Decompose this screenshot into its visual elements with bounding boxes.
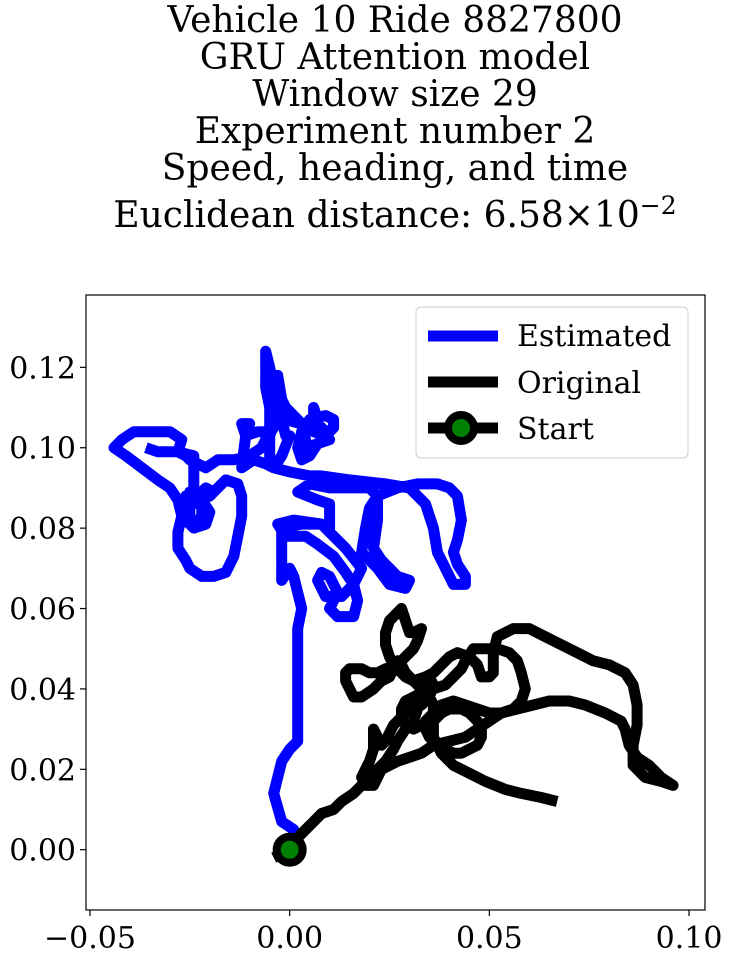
y-tick-label: 0.02	[9, 753, 76, 788]
title-line: GRU Attention model	[199, 37, 591, 78]
y-tick-label: 0.06	[9, 593, 76, 628]
x-tick-label: −0.05	[44, 921, 136, 956]
title-line: Speed, heading, and time	[161, 148, 629, 189]
start-marker	[272, 832, 307, 867]
ticks-layer: −0.05 0.00 0.05 0.10 0.00 0.02 0.04 0.06 0.08 0.1…	[9, 351, 722, 956]
y-tick-label: 0.08	[9, 512, 76, 547]
axes-frame	[85, 294, 706, 911]
legend-label-estimated: Estimated	[517, 319, 671, 354]
title-metric-exponent: −2	[639, 191, 677, 220]
title-metric-text: Euclidean distance:	[113, 195, 484, 236]
title-metric-line: Euclidean distance: 6.58×10−2	[0, 187, 733, 234]
chart-title: Vehicle 10 Ride 8827800 GRU Attention mo…	[0, 2, 733, 234]
y-tick-label: 0.04	[9, 673, 76, 708]
title-line: Window size 29	[252, 74, 538, 115]
y-tick-label: 0.12	[9, 351, 76, 386]
series-layer	[108, 345, 679, 867]
legend-label-original: Original	[517, 366, 641, 401]
title-metric-base: 10	[593, 195, 640, 236]
x-tick-label: 0.00	[256, 921, 323, 956]
legend: Estimated Original Start	[415, 306, 689, 459]
title-metric-mantissa: 6.58	[483, 195, 564, 236]
legend-box	[415, 306, 689, 459]
y-tick-label: 0.10	[9, 432, 76, 467]
legend-marker-start	[444, 411, 478, 445]
legend-label-start: Start	[517, 412, 594, 447]
x-tick-label: 0.10	[656, 921, 723, 956]
series-line-estimated	[108, 345, 471, 850]
x-tick-label: 0.05	[456, 921, 523, 956]
title-line: Experiment number 2	[194, 111, 596, 152]
y-tick-label: 0.00	[9, 834, 76, 869]
title-metric-times: ×	[563, 195, 594, 236]
title-line: Vehicle 10 Ride 8827800	[167, 0, 623, 41]
series-line-original	[271, 603, 679, 863]
